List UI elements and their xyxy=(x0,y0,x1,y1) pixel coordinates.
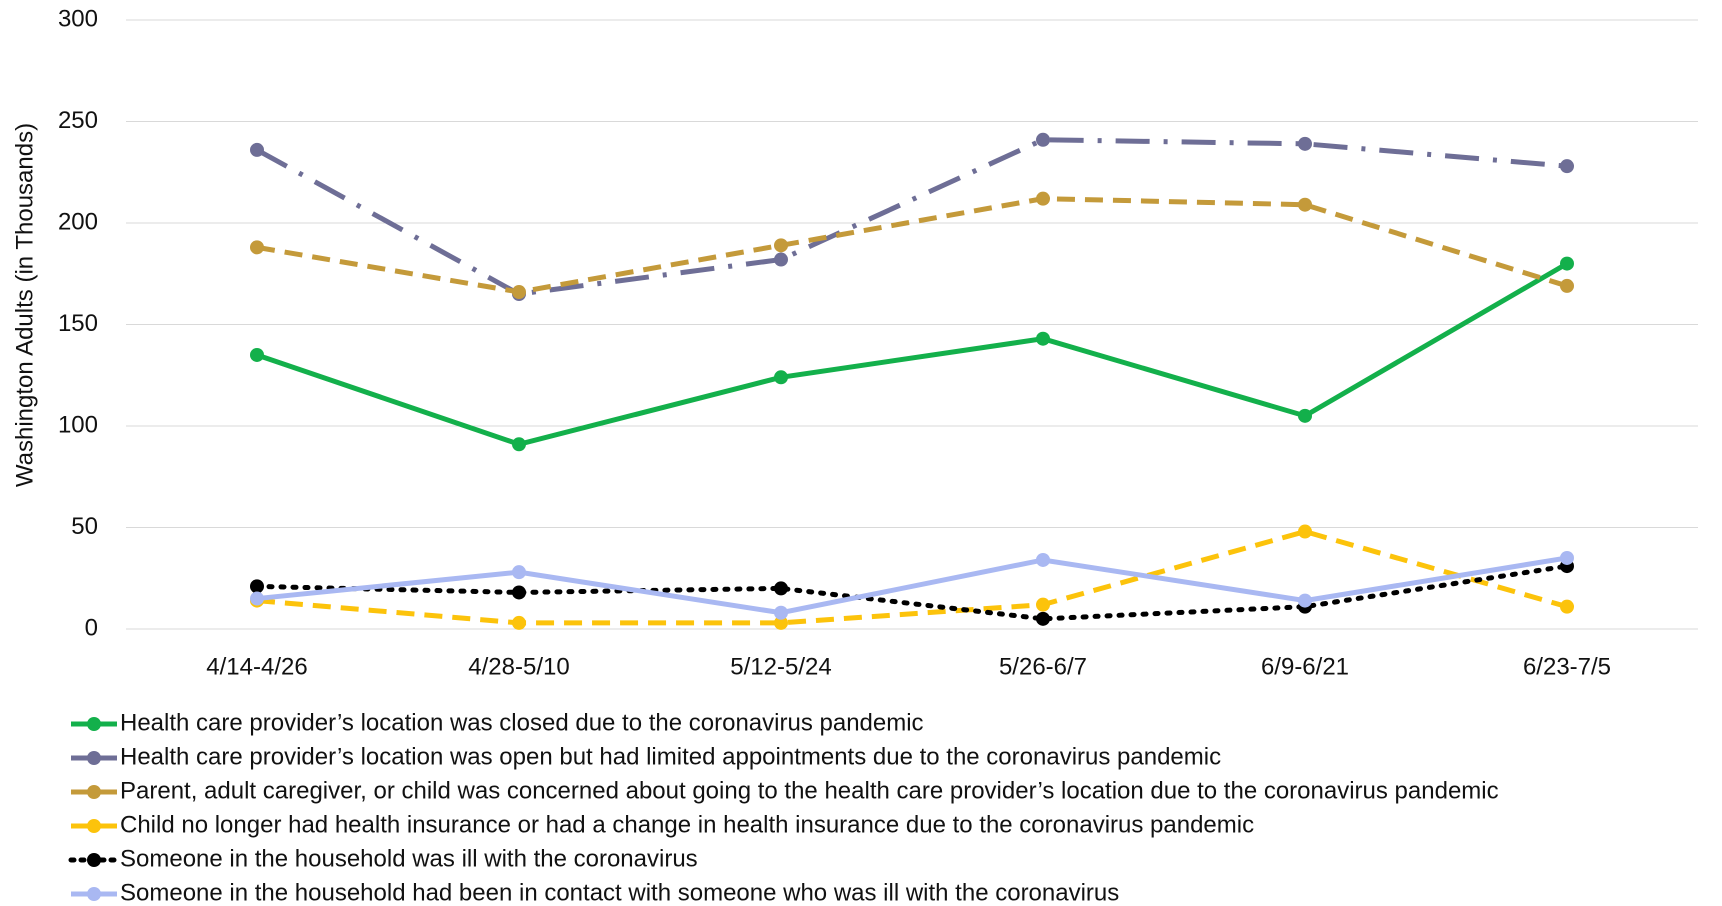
legend-marker xyxy=(87,887,101,901)
x-tick-label: 5/12-5/24 xyxy=(730,653,831,680)
y-tick-label: 200 xyxy=(58,208,98,235)
point xyxy=(774,370,788,385)
point xyxy=(774,581,788,596)
point xyxy=(250,240,264,255)
point xyxy=(1036,132,1050,147)
x-tick-label: 6/9-6/21 xyxy=(1261,653,1349,680)
legend-marker xyxy=(87,717,101,731)
point xyxy=(1298,136,1312,151)
point xyxy=(1560,278,1574,293)
point xyxy=(250,347,264,362)
y-tick-label: 50 xyxy=(71,513,98,540)
legend-label: Someone in the household had been in con… xyxy=(120,879,1119,906)
legend-marker xyxy=(87,853,101,867)
x-tick-label: 4/14-4/26 xyxy=(206,653,307,680)
series-line xyxy=(256,528,1568,626)
point xyxy=(1298,593,1312,608)
point xyxy=(512,285,526,300)
x-tick-label: 6/23-7/5 xyxy=(1523,653,1611,680)
y-tick-label: 300 xyxy=(58,5,98,32)
point xyxy=(512,615,526,630)
y-axis-title: Washington Adults (in Thousands) xyxy=(11,123,38,487)
point xyxy=(1560,599,1574,614)
legend-label: Child no longer had health insurance or … xyxy=(120,811,1254,838)
point xyxy=(1298,408,1312,423)
series-line xyxy=(254,563,1570,622)
y-tick-label: 100 xyxy=(58,411,98,438)
point xyxy=(1036,597,1050,612)
legend-label: Parent, adult caregiver, or child was co… xyxy=(120,777,1499,804)
series-line xyxy=(256,555,1568,616)
point xyxy=(1560,550,1574,565)
series-line xyxy=(256,196,1568,295)
point xyxy=(774,252,788,267)
point xyxy=(1298,524,1312,539)
point xyxy=(1036,552,1050,567)
legend-marker xyxy=(87,785,101,799)
point xyxy=(1298,197,1312,212)
y-tick-label: 0 xyxy=(85,614,98,641)
legend-label: Someone in the household was ill with th… xyxy=(120,845,698,872)
point xyxy=(512,437,526,452)
point xyxy=(250,591,264,606)
point xyxy=(774,605,788,620)
legend-label: Health care provider’s location was clos… xyxy=(120,709,924,736)
point xyxy=(774,238,788,253)
series-line xyxy=(255,137,1568,297)
x-tick-label: 4/28-5/10 xyxy=(468,653,569,680)
legend-marker xyxy=(87,751,101,765)
y-tick-label: 250 xyxy=(58,107,98,134)
point xyxy=(1560,159,1574,174)
x-tick-label: 5/26-6/7 xyxy=(999,653,1087,680)
legend-marker xyxy=(87,819,101,833)
y-tick-label: 150 xyxy=(58,310,98,337)
point xyxy=(774,615,788,630)
point xyxy=(1036,331,1050,346)
legend-label: Health care provider’s location was open… xyxy=(120,743,1221,770)
point xyxy=(250,579,264,594)
point xyxy=(512,565,526,580)
point xyxy=(512,585,526,600)
series-line xyxy=(256,261,1569,447)
point xyxy=(1560,256,1574,271)
point xyxy=(250,142,264,157)
point xyxy=(1036,191,1050,206)
point xyxy=(1036,611,1050,626)
